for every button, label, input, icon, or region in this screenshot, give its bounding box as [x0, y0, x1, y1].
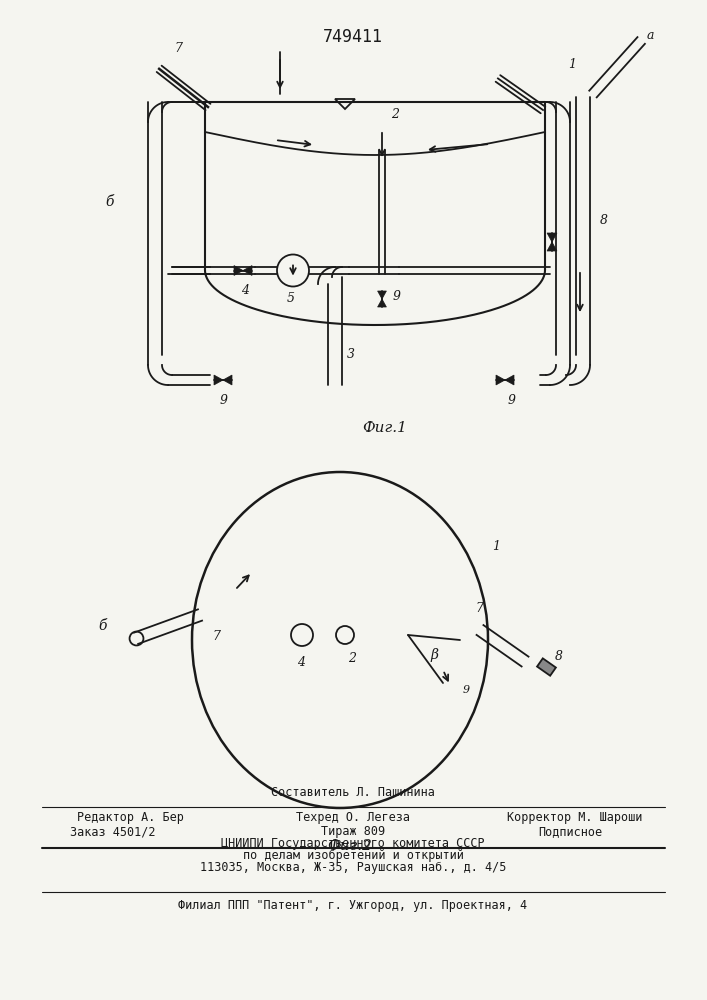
Bar: [537, 658, 556, 676]
Text: 9: 9: [508, 394, 516, 408]
Text: Корректор М. Шароши: Корректор М. Шароши: [508, 812, 643, 824]
Text: 1: 1: [492, 540, 500, 552]
Polygon shape: [547, 242, 557, 251]
Text: 7: 7: [212, 631, 220, 644]
Text: 7: 7: [174, 42, 182, 55]
Text: 4: 4: [241, 284, 249, 296]
Text: Фиг.1: Фиг.1: [363, 421, 407, 435]
Text: 9: 9: [393, 290, 401, 304]
Text: 113035, Москва, Ж-35, Раушская наб., д. 4/5: 113035, Москва, Ж-35, Раушская наб., д. …: [200, 860, 506, 874]
Text: ЦНИИПИ Государственного комитета СССР: ЦНИИПИ Государственного комитета СССР: [221, 836, 485, 850]
Text: 7: 7: [475, 601, 483, 614]
Polygon shape: [214, 375, 223, 385]
Text: 749411: 749411: [323, 28, 383, 46]
Text: Подписное: Подписное: [538, 826, 602, 838]
Polygon shape: [234, 266, 243, 275]
Text: 3: 3: [347, 348, 355, 360]
Text: 8: 8: [600, 214, 608, 227]
Text: Заказ 4501/2: Заказ 4501/2: [70, 826, 156, 838]
Text: Фиг.2: Фиг.2: [327, 839, 373, 853]
Text: 8: 8: [555, 650, 563, 663]
Text: 4: 4: [297, 656, 305, 668]
Text: 9: 9: [220, 394, 228, 408]
Polygon shape: [505, 375, 514, 385]
Text: Редактор А. Бер: Редактор А. Бер: [76, 812, 183, 824]
Text: Техред О. Легеза: Техред О. Легеза: [296, 812, 410, 824]
Text: 9: 9: [463, 685, 470, 695]
Text: 2: 2: [391, 108, 399, 121]
Polygon shape: [378, 299, 387, 307]
Text: б: б: [105, 195, 114, 209]
Polygon shape: [496, 375, 505, 385]
Polygon shape: [378, 291, 387, 299]
Text: Филиал ППП "Патент", г. Ужгород, ул. Проектная, 4: Филиал ППП "Патент", г. Ужгород, ул. Про…: [178, 898, 527, 912]
Text: a: a: [646, 29, 654, 42]
Text: Тираж 809: Тираж 809: [321, 826, 385, 838]
Polygon shape: [243, 266, 252, 275]
Text: β: β: [430, 648, 438, 662]
Polygon shape: [223, 375, 232, 385]
Text: Составитель Л. Пашинина: Составитель Л. Пашинина: [271, 786, 435, 798]
Text: 5: 5: [287, 292, 295, 305]
Text: 1: 1: [568, 57, 576, 70]
Text: по делам изобретений и открытий: по делам изобретений и открытий: [243, 848, 463, 861]
Polygon shape: [547, 233, 557, 242]
Text: б: б: [98, 619, 107, 633]
Text: 2: 2: [348, 652, 356, 664]
